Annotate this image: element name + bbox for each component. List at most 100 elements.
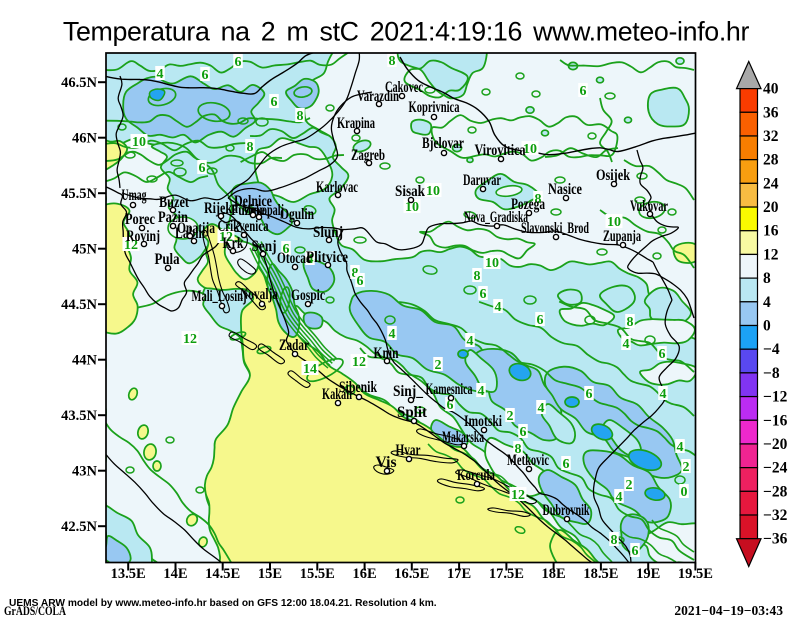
svg-text:4: 4 <box>616 490 623 505</box>
svg-text:4: 4 <box>467 334 474 349</box>
svg-text:Dubrovnik: Dubrovnik <box>543 502 590 519</box>
svg-text:14E: 14E <box>163 566 187 582</box>
svg-text:−4: −4 <box>763 341 780 358</box>
svg-text:Vis: Vis <box>376 454 397 471</box>
svg-text:Fuzine: Fuzine <box>231 202 265 219</box>
svg-text:Sinj_: Sinj_ <box>393 383 423 400</box>
svg-text:6: 6 <box>283 242 290 257</box>
svg-text:4: 4 <box>307 252 314 267</box>
svg-text:46.5N: 46.5N <box>61 75 97 91</box>
svg-text:12: 12 <box>352 355 366 370</box>
svg-text:45.5N: 45.5N <box>61 186 97 202</box>
svg-text:12: 12 <box>763 246 779 263</box>
svg-text:12: 12 <box>124 238 138 253</box>
svg-text:−28: −28 <box>763 483 788 500</box>
svg-text:4: 4 <box>660 387 667 402</box>
svg-text:6: 6 <box>202 68 209 83</box>
svg-text:6: 6 <box>632 544 639 559</box>
svg-text:8: 8 <box>389 54 396 69</box>
svg-text:17E: 17E <box>447 566 471 582</box>
svg-text:2: 2 <box>435 358 442 373</box>
svg-text:−24: −24 <box>763 460 788 477</box>
svg-text:Mali_Losinj: Mali_Losinj <box>192 288 247 305</box>
svg-text:Crikvenica: Crikvenica <box>218 218 269 235</box>
svg-text:Vukovar: Vukovar <box>630 198 668 215</box>
svg-text:Rijeka: Rijeka <box>204 200 238 217</box>
svg-text:Nova_Gradiska: Nova_Gradiska <box>464 209 528 226</box>
svg-text:2: 2 <box>626 478 633 493</box>
svg-text:Knin: Knin <box>374 345 399 362</box>
svg-text:Slunj: Slunj <box>313 224 343 241</box>
svg-text:Metkovic: Metkovic <box>507 452 549 469</box>
svg-text:Koprivnica: Koprivnica <box>409 99 460 116</box>
svg-text:6: 6 <box>580 84 587 99</box>
svg-text:18E: 18E <box>542 566 566 582</box>
svg-text:10: 10 <box>485 256 499 271</box>
svg-text:44N: 44N <box>72 352 98 368</box>
svg-text:14.5E: 14.5E <box>205 566 240 582</box>
svg-text:Gospic: Gospic <box>291 287 325 304</box>
svg-text:10: 10 <box>607 215 621 230</box>
svg-text:18.5E: 18.5E <box>583 566 618 582</box>
svg-text:Delnice: Delnice <box>234 193 272 210</box>
svg-text:Opatija: Opatija <box>177 220 215 237</box>
svg-text:GrADS/COLA: GrADS/COLA <box>4 604 66 618</box>
svg-text:43N: 43N <box>72 463 98 479</box>
svg-text:Zagreb: Zagreb <box>351 147 385 164</box>
svg-text:43.5N: 43.5N <box>61 408 97 424</box>
svg-text:13.5E: 13.5E <box>111 566 146 582</box>
svg-text:8: 8 <box>247 140 254 155</box>
svg-text:4: 4 <box>495 300 502 315</box>
svg-text:8: 8 <box>297 109 304 124</box>
svg-text:−32: −32 <box>763 507 788 524</box>
svg-text:Krk: Krk <box>223 235 244 252</box>
svg-text:Makarska: Makarska <box>442 429 484 446</box>
svg-text:44.5N: 44.5N <box>61 297 97 313</box>
svg-text:36: 36 <box>763 104 779 121</box>
svg-text:−20: −20 <box>763 436 788 453</box>
svg-text:16E: 16E <box>353 566 377 582</box>
svg-text:8: 8 <box>515 442 522 457</box>
svg-text:4: 4 <box>478 384 485 399</box>
svg-text:8: 8 <box>627 315 634 330</box>
svg-text:UEMS ARW model by www.meteo-in: UEMS ARW model by www.meteo-info.hr base… <box>9 598 437 609</box>
svg-text:Plitvice: Plitvice <box>306 249 348 266</box>
svg-text:4: 4 <box>389 327 396 342</box>
svg-text:Mrkopalj: Mrkopalj <box>242 202 284 219</box>
svg-text:17.5E: 17.5E <box>489 566 524 582</box>
svg-text:8: 8 <box>763 270 771 287</box>
svg-text:Bjelovar: Bjelovar <box>422 135 464 152</box>
svg-text:46N: 46N <box>72 130 98 146</box>
svg-text:20: 20 <box>763 199 779 216</box>
svg-text:Novalja: Novalja <box>240 286 278 303</box>
svg-text:45N: 45N <box>72 241 98 257</box>
svg-text:6: 6 <box>357 274 364 289</box>
svg-text:4: 4 <box>538 401 545 416</box>
svg-text:Umag: Umag <box>122 187 147 204</box>
svg-text:Osijek: Osijek <box>596 167 630 184</box>
svg-text:10: 10 <box>132 135 146 150</box>
svg-text:14: 14 <box>303 362 317 377</box>
svg-text:15.5E: 15.5E <box>300 566 335 582</box>
svg-text:Porec: Porec <box>125 211 155 228</box>
svg-text:2: 2 <box>683 460 690 475</box>
svg-text:10: 10 <box>426 184 440 199</box>
svg-text:16.5E: 16.5E <box>394 566 429 582</box>
svg-text:12: 12 <box>219 230 233 245</box>
svg-text:Hvar: Hvar <box>396 442 421 459</box>
svg-text:6: 6 <box>235 55 242 70</box>
svg-text:Pozega: Pozega <box>511 196 545 213</box>
svg-text:Otocac: Otocac <box>277 250 311 267</box>
svg-text:Varazdin: Varazdin <box>357 88 399 105</box>
svg-text:Imotski: Imotski <box>464 413 503 430</box>
svg-text:12: 12 <box>183 332 197 347</box>
svg-text:Buzet: Buzet <box>159 194 190 211</box>
svg-text:4: 4 <box>677 440 684 455</box>
svg-text:Zupanja: Zupanja <box>603 228 641 245</box>
svg-text:Korcula: Korcula <box>457 467 495 484</box>
svg-text:15E: 15E <box>258 566 282 582</box>
svg-text:−8: −8 <box>763 365 780 382</box>
svg-text:Split: Split <box>397 404 428 421</box>
svg-text:6: 6 <box>447 398 454 413</box>
svg-text:6: 6 <box>480 287 487 302</box>
